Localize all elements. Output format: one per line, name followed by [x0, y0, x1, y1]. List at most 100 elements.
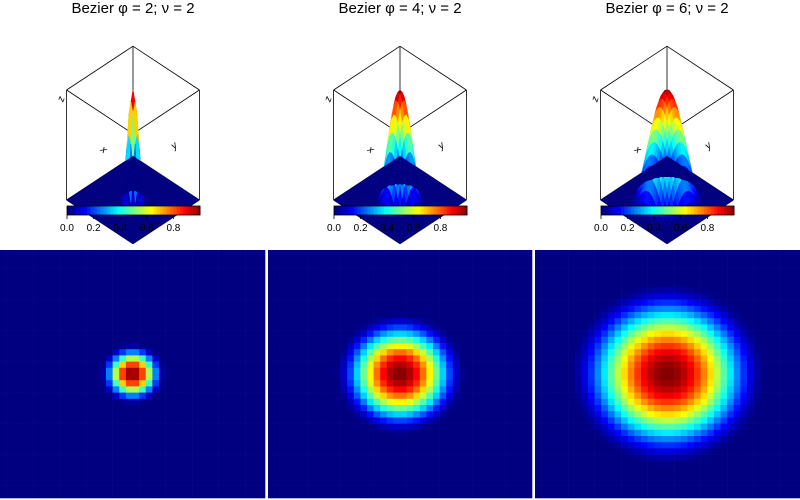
heatmap-cell [112, 281, 120, 288]
colorbar-segment [617, 206, 622, 215]
heatmap-cell [132, 274, 140, 282]
heatmap-cell [198, 367, 206, 375]
heatmap-cell [33, 343, 41, 350]
heatmap-cell [198, 423, 206, 431]
heatmap-cell [99, 411, 107, 418]
heatmap-cell [258, 491, 266, 499]
heatmap-cell [178, 281, 186, 288]
heatmap-cell [165, 398, 173, 406]
heatmap-cell [59, 442, 67, 449]
heatmap-cell [6, 374, 14, 381]
heatmap-cell [86, 305, 94, 313]
heatmap-cell [33, 324, 41, 331]
heatmap-cell [238, 281, 246, 288]
heatmap-cell [178, 330, 186, 338]
heatmap-cell [258, 386, 266, 393]
heatmap-cell [112, 256, 120, 263]
heatmap-cell [106, 324, 113, 331]
heatmap-cell [6, 262, 14, 269]
heatmap-cell [178, 491, 186, 499]
heatmap-cell [106, 349, 113, 356]
heatmap-cell [6, 299, 14, 307]
heatmap-cell [13, 355, 21, 362]
heatmap-cell [79, 398, 87, 406]
heatmap-cell [92, 361, 100, 369]
heatmap-cell [13, 324, 21, 331]
heatmap-cell [125, 485, 133, 493]
heatmap-cell [258, 417, 266, 424]
heatmap-cell [46, 268, 54, 276]
heatmap-cell [79, 256, 87, 263]
heatmap-cell [139, 491, 147, 499]
heatmap-cell [178, 429, 186, 437]
heatmap-cell [119, 442, 127, 449]
heatmap-cell [119, 299, 127, 307]
heatmap-cell [192, 398, 200, 406]
heatmap-cell [19, 299, 27, 307]
heatmap-cell [185, 336, 193, 344]
heatmap-cell [125, 442, 133, 449]
heatmap-cell [225, 256, 233, 263]
heatmap-cell [19, 473, 27, 480]
heatmap-cell [212, 467, 219, 474]
heatmap-cell [125, 367, 133, 375]
heatmap-cell [46, 324, 54, 331]
heatmap-cell [145, 305, 153, 313]
colorbar-segment [443, 206, 448, 215]
heatmap-cell [39, 442, 47, 449]
heatmap-cell [231, 491, 239, 499]
colorbar-segment [667, 206, 672, 215]
heatmap-cell [0, 460, 7, 468]
heatmap-cell [238, 367, 246, 375]
heatmap-cell [258, 429, 266, 437]
heatmap-cell [231, 361, 239, 369]
colorbar-segment [150, 206, 154, 215]
heatmap-cell [152, 312, 160, 319]
heatmap-cell [218, 287, 226, 294]
heatmap-cell [218, 398, 226, 406]
heatmap-cell [159, 467, 166, 474]
heatmap-cell [274, 479, 282, 486]
heatmap-cell [152, 411, 160, 418]
heatmap-cell [6, 448, 14, 455]
colorbar-segment [437, 206, 441, 215]
heatmap-cell [53, 398, 60, 406]
colorbar-tick-label: 0.6 [407, 223, 421, 234]
heatmap-cell [281, 330, 289, 338]
heatmap-cell [172, 417, 180, 424]
colorbar-segment [337, 206, 342, 215]
colorbar-segment [604, 206, 609, 215]
colorbar-segment [123, 206, 128, 215]
heatmap-cell [231, 324, 239, 331]
heatmap-cell [92, 268, 100, 276]
heatmap-cell [46, 281, 54, 288]
heatmap-cell [99, 336, 107, 344]
colorbar-tick-label: 0.4 [647, 223, 661, 234]
heatmap-cell [268, 491, 275, 499]
heatmap-cell [119, 398, 127, 406]
heatmap-cell [212, 287, 219, 294]
heatmap-cell [46, 349, 54, 356]
heatmap-cell [159, 299, 166, 307]
heatmap-cell [46, 485, 54, 493]
heatmap-cell [13, 479, 21, 486]
heatmap-cell [53, 305, 60, 313]
heatmap-cell [72, 423, 80, 431]
heatmap-cell [258, 318, 266, 325]
heatmap-cell [19, 287, 27, 294]
heatmap-cell [159, 436, 166, 443]
heatmap-cell [231, 386, 239, 393]
heatmap-cell [231, 312, 239, 319]
heatmap-cell [26, 454, 34, 462]
heatmap-cell [125, 380, 133, 387]
heatmap-cell [19, 436, 27, 443]
heatmap-cell [178, 386, 186, 393]
heatmap-cell [6, 330, 14, 338]
colorbar-segment [640, 206, 645, 215]
heatmap-cell [274, 268, 282, 276]
heatmap-cell [198, 442, 206, 449]
heatmap-cell [258, 293, 266, 300]
heatmap-cell [39, 367, 47, 375]
heatmap-cell [19, 467, 27, 474]
heatmap-cell [125, 392, 133, 400]
